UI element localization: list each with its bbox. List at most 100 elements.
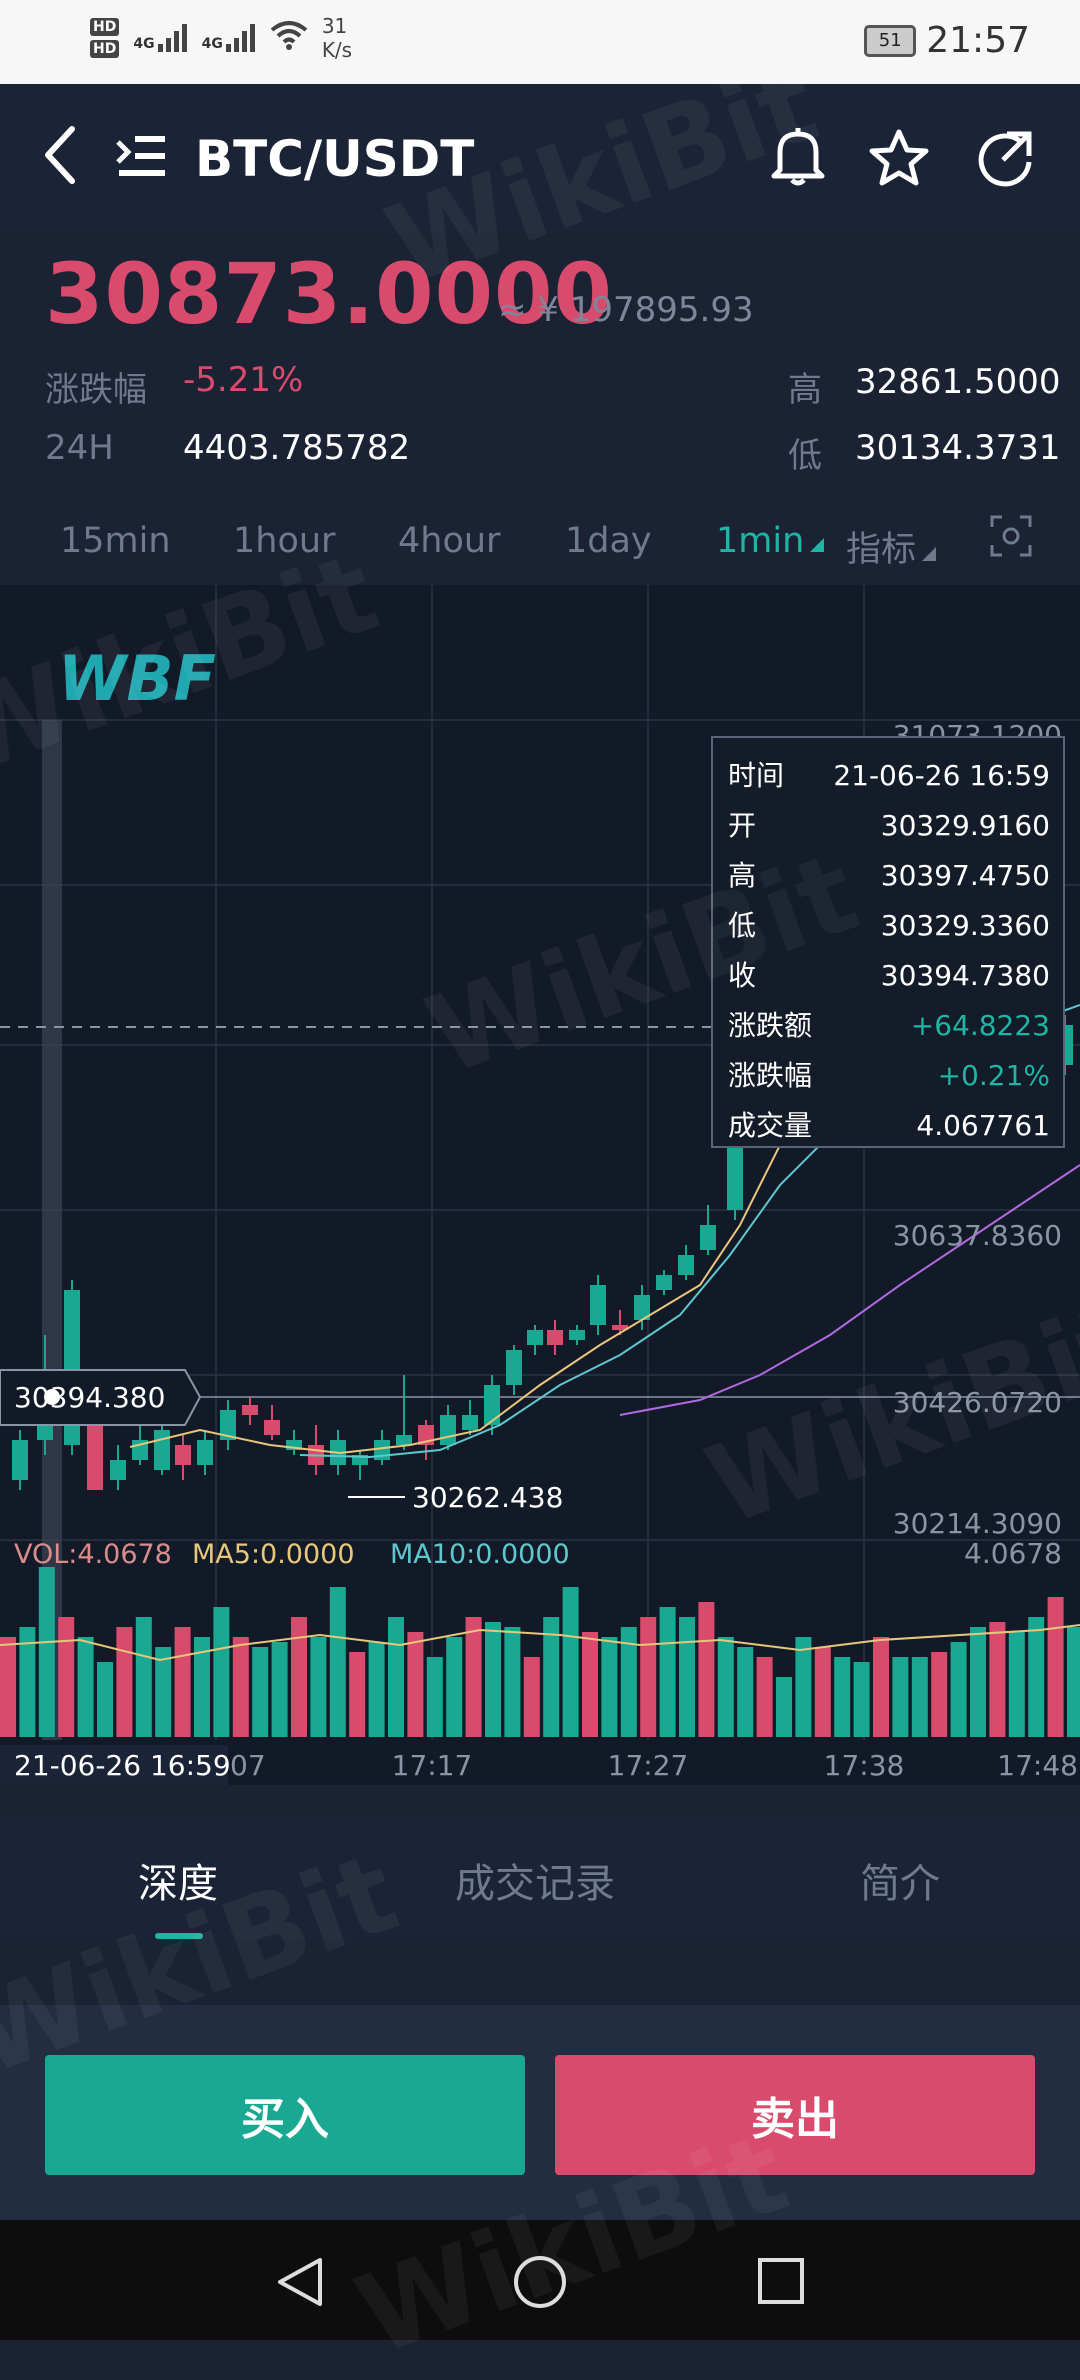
- pair-title: BTC/USDT: [195, 130, 475, 188]
- dropdown-corner-icon: [810, 538, 825, 552]
- tab-depth[interactable]: 深度: [138, 1861, 218, 1907]
- time-tick-1: 17:17: [392, 1749, 473, 1782]
- candle-body: [175, 1445, 191, 1465]
- active-tab-indicator: [155, 1933, 203, 1939]
- time-tick-4: 17:48: [997, 1749, 1078, 1782]
- volume-bar: [873, 1637, 889, 1737]
- buy-button[interactable]: 买入: [45, 2055, 525, 2175]
- tooltip-label: 开: [728, 809, 756, 842]
- volume-bar: [135, 1617, 152, 1737]
- candle-body: [590, 1285, 606, 1325]
- tab-indicators-label: 指标: [846, 530, 917, 570]
- candle-body: [656, 1275, 672, 1290]
- volume-bar: [291, 1617, 307, 1737]
- price-axis-label-3: 30214.3090: [893, 1507, 1062, 1540]
- tooltip-label: 时间: [728, 759, 784, 792]
- battery-level: 51: [878, 30, 902, 51]
- volume-bar: [116, 1627, 133, 1737]
- star-icon[interactable]: [868, 128, 930, 192]
- vol-max-label: 4.0678: [964, 1537, 1062, 1570]
- candle-body: [87, 1410, 103, 1490]
- volume-bar: [0, 1637, 16, 1737]
- hd-badge-2: HD: [90, 40, 120, 58]
- tooltip-label: 收: [728, 959, 756, 992]
- sell-button[interactable]: 卖出: [555, 2055, 1035, 2175]
- dropdown-corner-icon: [922, 547, 937, 561]
- tab-1hour[interactable]: 1hour: [233, 521, 336, 561]
- volume-bar: [776, 1677, 792, 1737]
- vol-label: VOL:4.0678: [14, 1539, 172, 1570]
- tooltip-label: 涨跌幅: [728, 1059, 812, 1092]
- volume-bar: [232, 1637, 249, 1737]
- volume-bar: [368, 1642, 385, 1737]
- volume-bar: [1008, 1632, 1025, 1737]
- tooltip-value: 4.067761: [916, 1109, 1050, 1142]
- volume-bar: [989, 1622, 1006, 1737]
- tab-1day[interactable]: 1day: [565, 521, 652, 561]
- volume-bar: [970, 1627, 986, 1737]
- ma-line-yellow: [129, 1064, 861, 1455]
- candle-body: [700, 1225, 716, 1250]
- volume-bar: [601, 1637, 618, 1737]
- nav-back-icon[interactable]: [278, 2258, 322, 2306]
- share-icon[interactable]: [975, 128, 1035, 192]
- time-tick-3: 17:38: [824, 1749, 905, 1782]
- volume-bar: [310, 1637, 327, 1737]
- network-speed: 31 K/s: [322, 14, 352, 62]
- tooltip-value: 21-06-26 16:59: [833, 759, 1050, 792]
- tab-1min[interactable]: 1min: [716, 521, 825, 561]
- tab-15min[interactable]: 15min: [60, 521, 171, 561]
- volume-bar: [38, 1567, 55, 1737]
- volume-bar: [213, 1607, 230, 1737]
- hd-badges: HD HD: [90, 18, 120, 58]
- kline-chart[interactable]: WBF 31073.1200 30637.8360 30426.0720 302…: [0, 585, 1080, 1785]
- volume-bar: [679, 1617, 695, 1737]
- volume-bar: [174, 1627, 191, 1737]
- tab-4hour[interactable]: 4hour: [398, 521, 501, 561]
- bottom-tabs: 深度 成交记录 简介: [0, 1815, 1080, 1940]
- candle-body: [547, 1330, 563, 1345]
- candle-body: [634, 1295, 650, 1320]
- crosshair-time-tag: [0, 1745, 228, 1785]
- time-tick-0: 07: [230, 1749, 266, 1782]
- candle-body: [506, 1350, 522, 1385]
- volume-bar: [562, 1587, 579, 1737]
- candle-body: [462, 1415, 478, 1430]
- back-icon[interactable]: [40, 125, 80, 189]
- volume-bar: [465, 1617, 482, 1737]
- h24-value: 4403.785782: [183, 428, 411, 468]
- nav-recents-icon[interactable]: [758, 2258, 804, 2304]
- candle-body: [110, 1460, 126, 1480]
- volume-bar: [640, 1617, 657, 1737]
- nav-home-icon[interactable]: [514, 2256, 566, 2308]
- clock: 21:57: [926, 20, 1030, 61]
- volume-bar: [543, 1617, 560, 1737]
- kline-chart-svg[interactable]: WBF 31073.1200 30637.8360 30426.0720 302…: [0, 585, 1080, 1785]
- kline-tooltip: 时间 21-06-26 16:59 开 30329.9160 高 30397.4750 低 3…: [711, 736, 1065, 1148]
- volume-bar: [97, 1662, 113, 1737]
- ma-line-purple: [619, 1164, 1080, 1416]
- volume-bar: [717, 1637, 734, 1737]
- volume-bar: [58, 1617, 75, 1737]
- volume-bar: [582, 1632, 598, 1737]
- fullscreen-icon[interactable]: [990, 515, 1032, 561]
- menu-list-icon[interactable]: [115, 132, 167, 184]
- tab-indicators[interactable]: 指标: [846, 521, 937, 572]
- volume-bar: [77, 1637, 94, 1737]
- status-bar: HD HD 4G 4G 31 K/s 51 21:57: [0, 0, 1080, 84]
- candle-body: [264, 1420, 280, 1435]
- volume-bar: [659, 1607, 676, 1737]
- volume-bar: [407, 1632, 424, 1737]
- tab-1min-label: 1min: [716, 521, 805, 561]
- volume-bar: [485, 1622, 501, 1737]
- candle-body: [612, 1325, 628, 1330]
- tab-intro[interactable]: 简介: [860, 1861, 940, 1907]
- tooltip-value: 30397.4750: [881, 859, 1050, 892]
- volume-bar: [737, 1647, 754, 1737]
- volume-bar: [155, 1647, 172, 1737]
- volume-bar: [892, 1657, 909, 1737]
- volume-bar: [853, 1662, 870, 1737]
- tab-trades[interactable]: 成交记录: [455, 1861, 615, 1907]
- bell-icon[interactable]: [768, 126, 828, 192]
- last-price: 30873.0000: [45, 245, 613, 343]
